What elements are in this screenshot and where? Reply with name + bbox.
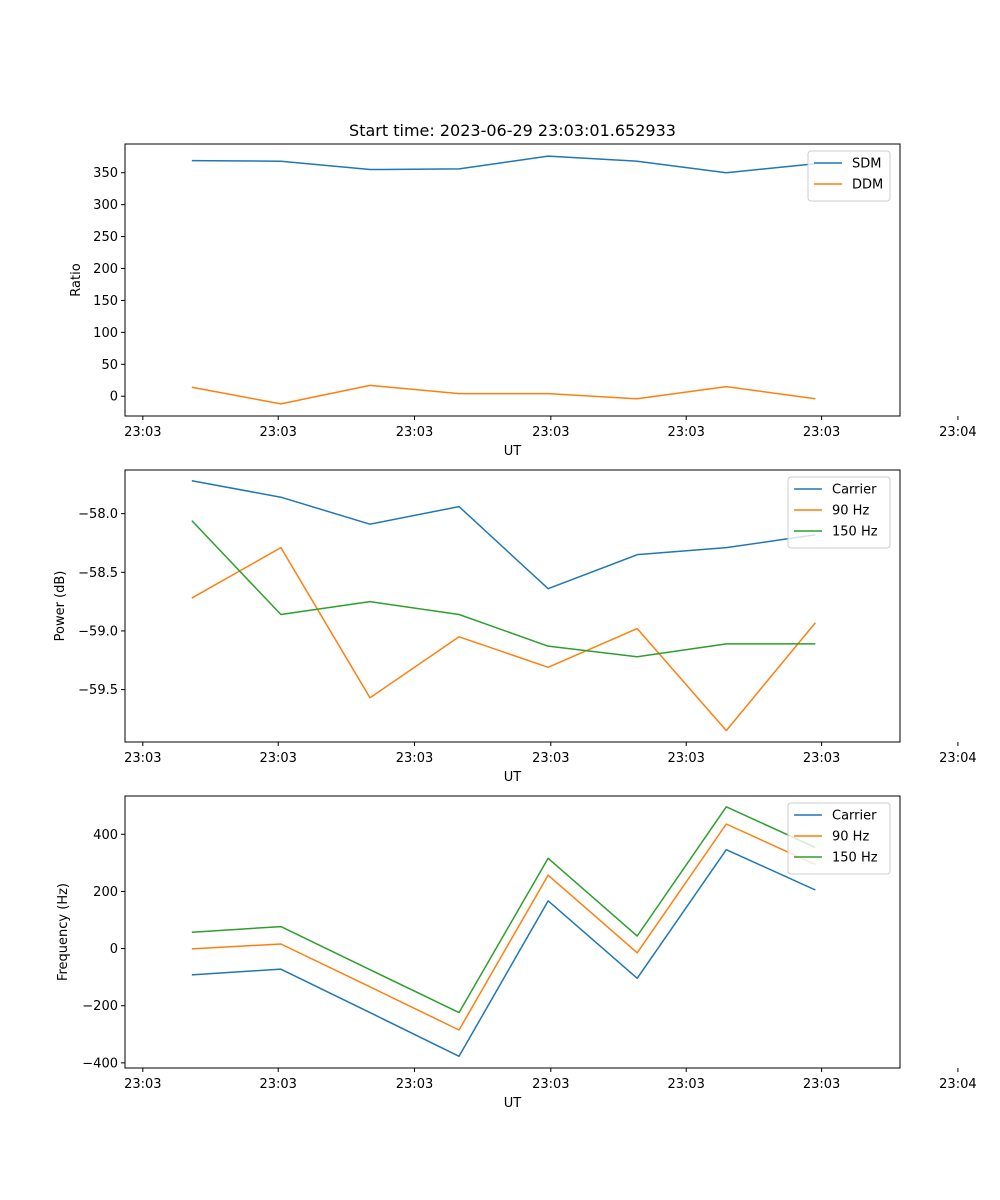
ratio-y-axis-label: Ratio [69, 263, 84, 296]
frequency-series-line-3 [191, 806, 816, 1014]
ratio-x-tick-label: 23:03 [532, 425, 569, 440]
frequency-series-line-1 [191, 848, 816, 1058]
power-y-axis-label: Power (dB) [53, 571, 68, 642]
ratio-series-line-2 [191, 384, 816, 405]
power-x-tick-label: 23:03 [667, 751, 704, 766]
frequency-x-tick-label: 23:04 [939, 1077, 976, 1092]
frequency-y-tick-label: 400 [93, 828, 118, 843]
power-series-line-1 [191, 480, 816, 590]
frequency-x-tick-label: 23:03 [124, 1077, 161, 1092]
power-x-tick-label: 23:03 [396, 751, 433, 766]
power-x-axis-label: UT [504, 770, 522, 785]
ratio-legend: SDM DDM [807, 150, 891, 202]
frequency-y-tick-label: −400 [82, 1056, 118, 1071]
ratio-axes-frame [124, 143, 901, 417]
frequency-y-axis-label: Frequency (Hz) [56, 883, 71, 981]
power-y-tick-label: −59.5 [78, 683, 118, 698]
power-legend-label: Carrier [832, 483, 877, 498]
frequency-x-tick-label: 23:03 [803, 1077, 840, 1092]
frequency-y-tick-label: 200 [93, 885, 118, 900]
frequency-x-tick-label: 23:03 [667, 1077, 704, 1092]
power-y-tick-label: −58.0 [78, 507, 118, 522]
ratio-x-tick-label: 23:03 [803, 425, 840, 440]
frequency-legend-label: Carrier [832, 809, 877, 824]
power-x-tick-label: 23:04 [939, 751, 976, 766]
ratio-x-tick-label: 23:04 [939, 425, 976, 440]
power-y-tick-label: −59.0 [78, 624, 118, 639]
power-y-tick-label: −58.5 [78, 566, 118, 581]
power-series-line-3 [191, 520, 816, 658]
ratio-y-tick-label: 200 [93, 262, 118, 277]
frequency-axes-frame [124, 795, 901, 1069]
frequency-y-tick-label: −200 [82, 999, 118, 1014]
ratio-x-tick-label: 23:03 [259, 425, 296, 440]
frequency-x-tick-label: 23:03 [532, 1077, 569, 1092]
figure-title: Start time: 2023-06-29 23:03:01.652933 [349, 121, 676, 140]
ratio-y-tick-label: 0 [110, 390, 118, 405]
ratio-y-tick-label: 300 [93, 198, 118, 213]
power-axes-frame [124, 469, 901, 743]
ratio-x-tick-label: 23:03 [124, 425, 161, 440]
frequency-legend-label: 90 Hz [832, 830, 869, 845]
subplots-container: 23:03 23:03 23:03 23:03 23:03 23:03 23:04 0 50 10… [53, 143, 977, 1111]
power-x-tick-label: 23:03 [259, 751, 296, 766]
ratio-y-tick-label: 100 [93, 326, 118, 341]
ratio-legend-label: DDM [852, 178, 883, 193]
ratio-x-tick-label: 23:03 [396, 425, 433, 440]
ratio-series-line-1 [191, 155, 816, 174]
ratio-y-tick-label: 150 [93, 294, 118, 309]
frequency-series-line-2 [191, 823, 816, 1031]
frequency-y-tick-label: 0 [110, 942, 118, 957]
ratio-y-tick-label: 50 [101, 358, 118, 373]
frequency-x-tick-label: 23:03 [396, 1077, 433, 1092]
power-subplot: 23:03 23:03 23:03 23:03 23:03 23:03 23:04 −59.5… [53, 469, 977, 785]
frequency-legend-label: 150 Hz [832, 851, 878, 866]
ratio-y-tick-label: 250 [93, 230, 118, 245]
power-legend-label: 90 Hz [832, 504, 869, 519]
ratio-x-tick-label: 23:03 [667, 425, 704, 440]
power-x-tick-label: 23:03 [124, 751, 161, 766]
frequency-subplot: 23:03 23:03 23:03 23:03 23:03 23:03 23:04 −400 −… [56, 795, 977, 1111]
power-legend-label: 150 Hz [832, 525, 878, 540]
power-x-tick-label: 23:03 [803, 751, 840, 766]
frequency-legend: Carrier 90 Hz 150 Hz [787, 802, 891, 875]
power-x-tick-label: 23:03 [532, 751, 569, 766]
frequency-x-axis-label: UT [504, 1096, 522, 1111]
ratio-x-axis-label: UT [504, 444, 522, 459]
power-series-line-2 [191, 546, 816, 732]
ratio-y-tick-label: 350 [93, 166, 118, 181]
ratio-subplot: 23:03 23:03 23:03 23:03 23:03 23:03 23:04 0 50 10… [69, 143, 977, 459]
ratio-legend-label: SDM [852, 157, 881, 172]
power-legend: Carrier 90 Hz 150 Hz [787, 476, 891, 549]
frequency-x-tick-label: 23:03 [259, 1077, 296, 1092]
